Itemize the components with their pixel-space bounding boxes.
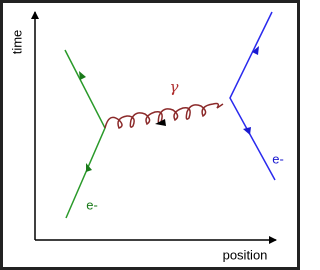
frame: [0, 0, 300, 270]
electron-label: e-: [86, 197, 98, 212]
electron-label: e-: [272, 151, 284, 166]
x-axis-label: position: [223, 247, 268, 262]
arrow: [79, 71, 86, 80]
electron-line-right: [229, 11, 276, 181]
photon-line: [104, 102, 224, 129]
photon-label: γ: [170, 78, 179, 96]
feynman-diagram: time position γ e- e-: [0, 0, 300, 270]
arrow: [243, 127, 251, 135]
y-axis-label: time: [9, 30, 24, 55]
arrow: [155, 119, 166, 126]
arrow: [86, 163, 92, 172]
arrow: [252, 46, 259, 55]
